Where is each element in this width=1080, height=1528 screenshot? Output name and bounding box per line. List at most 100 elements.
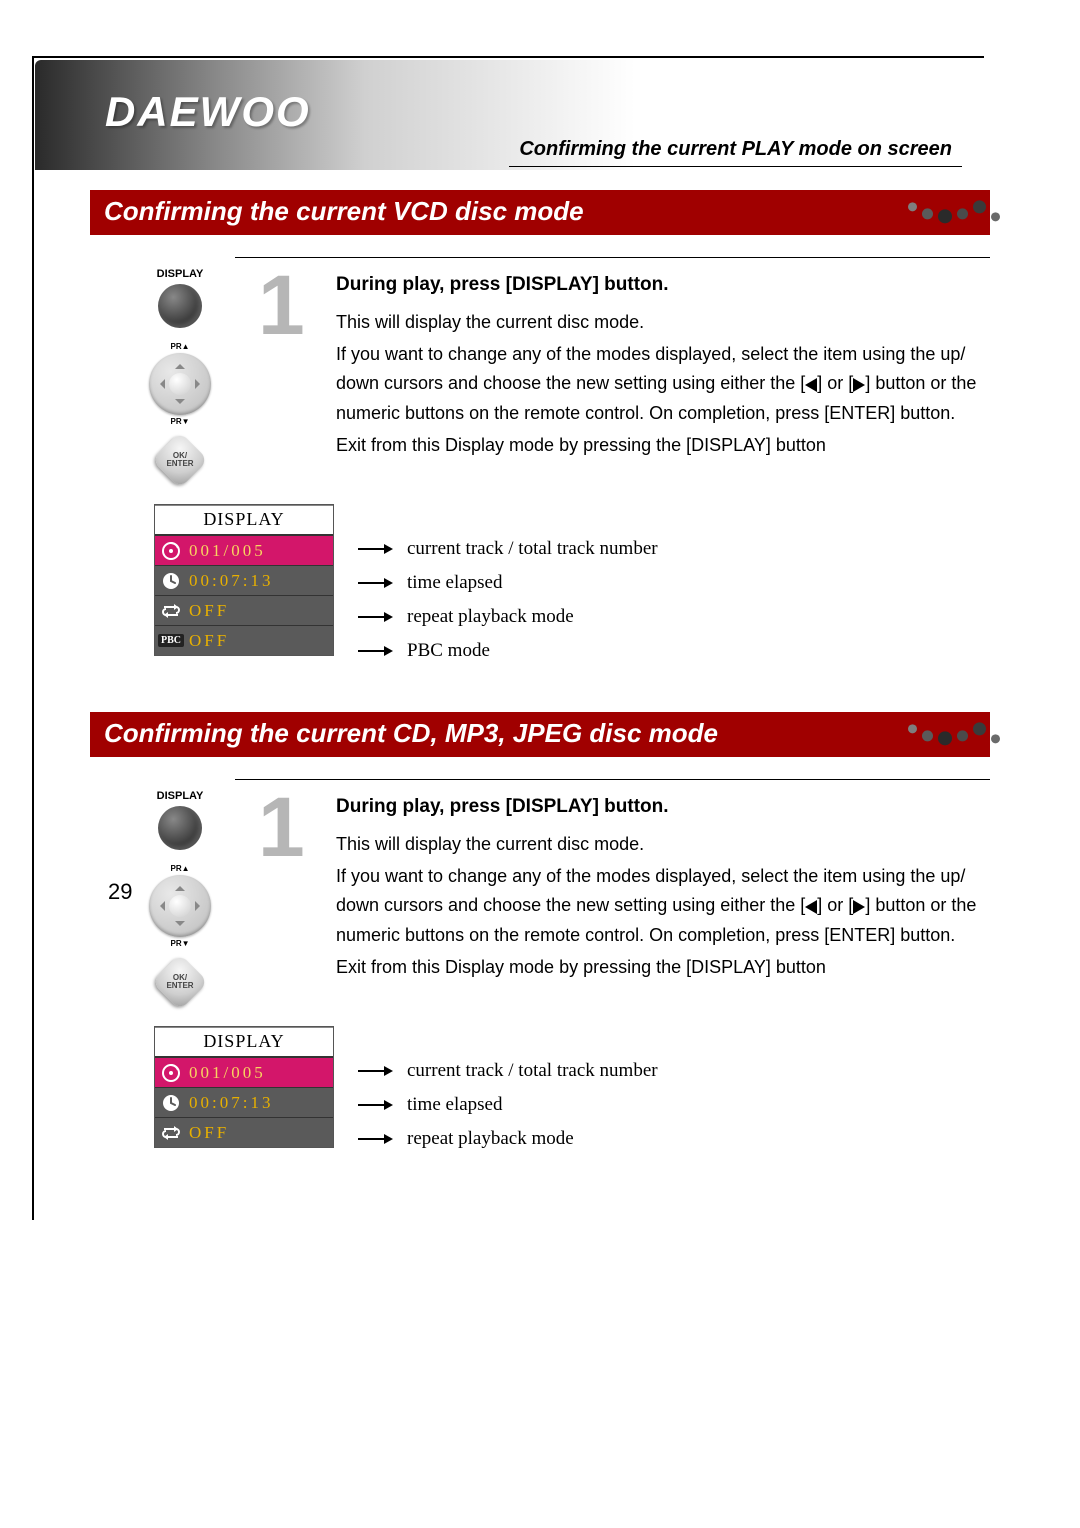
- step-number: 1: [258, 268, 308, 344]
- step-row: DISPLAY PR▲ PR▼ OK/ ENTER 1 During play,…: [235, 257, 990, 480]
- pr-up-label: PR▲: [170, 864, 189, 873]
- osd-block: DISPLAY 001/005 00:07:13 OFF current track…: [154, 1026, 990, 1154]
- disc-icon: [155, 1063, 187, 1083]
- step-line: Exit from this Display mode by pressing …: [336, 953, 990, 983]
- display-button-icon: [158, 284, 202, 328]
- legend-text: repeat playback mode: [407, 1128, 574, 1150]
- enter-label: OK/ ENTER: [166, 452, 193, 468]
- clock-icon: [155, 571, 187, 591]
- section-title-bar: Confirming the current CD, MP3, JPEG dis…: [90, 712, 990, 757]
- legend-text: current track / total track number: [407, 538, 658, 560]
- display-button-ill: DISPLAY: [157, 268, 204, 328]
- osd-row: 00:07:13: [155, 565, 333, 595]
- display-button-icon: [158, 806, 202, 850]
- right-arrow-icon: [853, 900, 865, 914]
- page-subtitle: Confirming the current PLAY mode on scre…: [519, 138, 952, 161]
- section-title-bar: Confirming the current VCD disc mode: [90, 190, 990, 235]
- legend-row: repeat playback mode: [358, 1124, 658, 1154]
- decoration-dots: [908, 722, 1000, 745]
- left-arrow-icon: [805, 900, 817, 914]
- pbc-icon: PBC: [155, 634, 187, 647]
- legend-text: time elapsed: [407, 1094, 503, 1116]
- step-row: DISPLAY PR▲ PR▼ OK/ ENTER 1 During play,…: [235, 779, 990, 1002]
- arrow-icon: [358, 646, 393, 656]
- step-line: This will display the current disc mode.: [336, 308, 990, 338]
- pr-up-label: PR▲: [170, 342, 189, 351]
- legend-row: time elapsed: [358, 1090, 658, 1120]
- step-number: 1: [258, 790, 308, 866]
- right-arrow-icon: [853, 378, 865, 392]
- step-text: During play, press [DISPLAY] button. Thi…: [336, 268, 990, 462]
- step-line: If you want to change any of the modes d…: [336, 862, 990, 951]
- legend-row: current track / total track number: [358, 534, 658, 564]
- pr-down-label: PR▼: [170, 939, 189, 948]
- osd-row: 00:07:13: [155, 1087, 333, 1117]
- osd-legend: current track / total track number time e…: [358, 1026, 658, 1154]
- dpad-ill: PR▲ PR▼: [149, 864, 211, 948]
- osd-row: OFF: [155, 595, 333, 625]
- remote-illustration: DISPLAY PR▲ PR▼ OK/ ENTER: [130, 790, 230, 1002]
- step-line: If you want to change any of the modes d…: [336, 340, 990, 429]
- osd-row: 001/005: [155, 1057, 333, 1087]
- arrow-icon: [358, 578, 393, 588]
- arrow-icon: [358, 544, 393, 554]
- manual-page: DAEWOO Confirming the current PLAY mode …: [0, 0, 1080, 1240]
- osd-row: PBCOFF: [155, 625, 333, 655]
- display-button-ill: DISPLAY: [157, 790, 204, 850]
- legend-row: repeat playback mode: [358, 602, 658, 632]
- arrow-icon: [358, 1100, 393, 1110]
- osd-block: DISPLAY 001/00500:07:13OFFPBCOFF current…: [154, 504, 990, 666]
- osd-value: 001/005: [187, 1063, 333, 1083]
- osd-value: 00:07:13: [187, 571, 333, 591]
- osd-value: 001/005: [187, 541, 333, 561]
- remote-illustration: DISPLAY PR▲ PR▼ OK/ ENTER: [130, 268, 230, 480]
- display-label: DISPLAY: [157, 268, 204, 280]
- enter-button-ill: OK/ ENTER: [152, 954, 209, 1011]
- osd-row: 001/005: [155, 535, 333, 565]
- section-title: Confirming the current VCD disc mode: [104, 196, 584, 226]
- enter-label: OK/ ENTER: [166, 974, 193, 990]
- legend-row: PBC mode: [358, 636, 658, 666]
- osd-legend: current track / total track number time e…: [358, 504, 658, 666]
- decoration-dots: [908, 200, 1000, 223]
- clock-icon: [155, 1093, 187, 1113]
- page-number: 29: [108, 879, 132, 905]
- legend-row: current track / total track number: [358, 1056, 658, 1086]
- enter-button-ill: OK/ ENTER: [152, 432, 209, 489]
- osd-value: 00:07:13: [187, 1093, 333, 1113]
- dpad-icon: [149, 875, 211, 937]
- display-label: DISPLAY: [157, 790, 204, 802]
- legend-text: current track / total track number: [407, 1060, 658, 1082]
- step-line: This will display the current disc mode.: [336, 830, 990, 860]
- legend-text: repeat playback mode: [407, 606, 574, 628]
- left-arrow-icon: [805, 378, 817, 392]
- arrow-icon: [358, 1134, 393, 1144]
- osd-value: OFF: [187, 601, 333, 621]
- osd-title: DISPLAY: [155, 1027, 333, 1057]
- step-line: Exit from this Display mode by pressing …: [336, 431, 990, 461]
- dpad-ill: PR▲ PR▼: [149, 342, 211, 426]
- pr-down-label: PR▼: [170, 417, 189, 426]
- arrow-icon: [358, 612, 393, 622]
- legend-text: time elapsed: [407, 572, 503, 594]
- step-text: During play, press [DISPLAY] button. Thi…: [336, 790, 990, 984]
- osd-title: DISPLAY: [155, 505, 333, 535]
- section-body: DISPLAY PR▲ PR▼ OK/ ENTER 1 During play,…: [90, 257, 990, 666]
- osd-panel: DISPLAY 001/00500:07:13OFFPBCOFF: [154, 504, 334, 656]
- arrow-icon: [358, 1066, 393, 1076]
- dpad-icon: [149, 353, 211, 415]
- step-heading: During play, press [DISPLAY] button.: [336, 796, 990, 818]
- osd-value: OFF: [187, 631, 333, 651]
- osd-panel: DISPLAY 001/005 00:07:13 OFF: [154, 1026, 334, 1148]
- repeat-icon: [155, 1124, 187, 1142]
- osd-row: OFF: [155, 1117, 333, 1147]
- step-heading: During play, press [DISPLAY] button.: [336, 274, 990, 296]
- legend-row: time elapsed: [358, 568, 658, 598]
- section-body: DISPLAY PR▲ PR▼ OK/ ENTER 1 During play,…: [90, 779, 990, 1154]
- repeat-icon: [155, 602, 187, 620]
- section-title: Confirming the current CD, MP3, JPEG dis…: [104, 718, 718, 748]
- legend-text: PBC mode: [407, 640, 490, 662]
- brand-logo: DAEWOO: [105, 88, 311, 136]
- disc-icon: [155, 541, 187, 561]
- osd-value: OFF: [187, 1123, 333, 1143]
